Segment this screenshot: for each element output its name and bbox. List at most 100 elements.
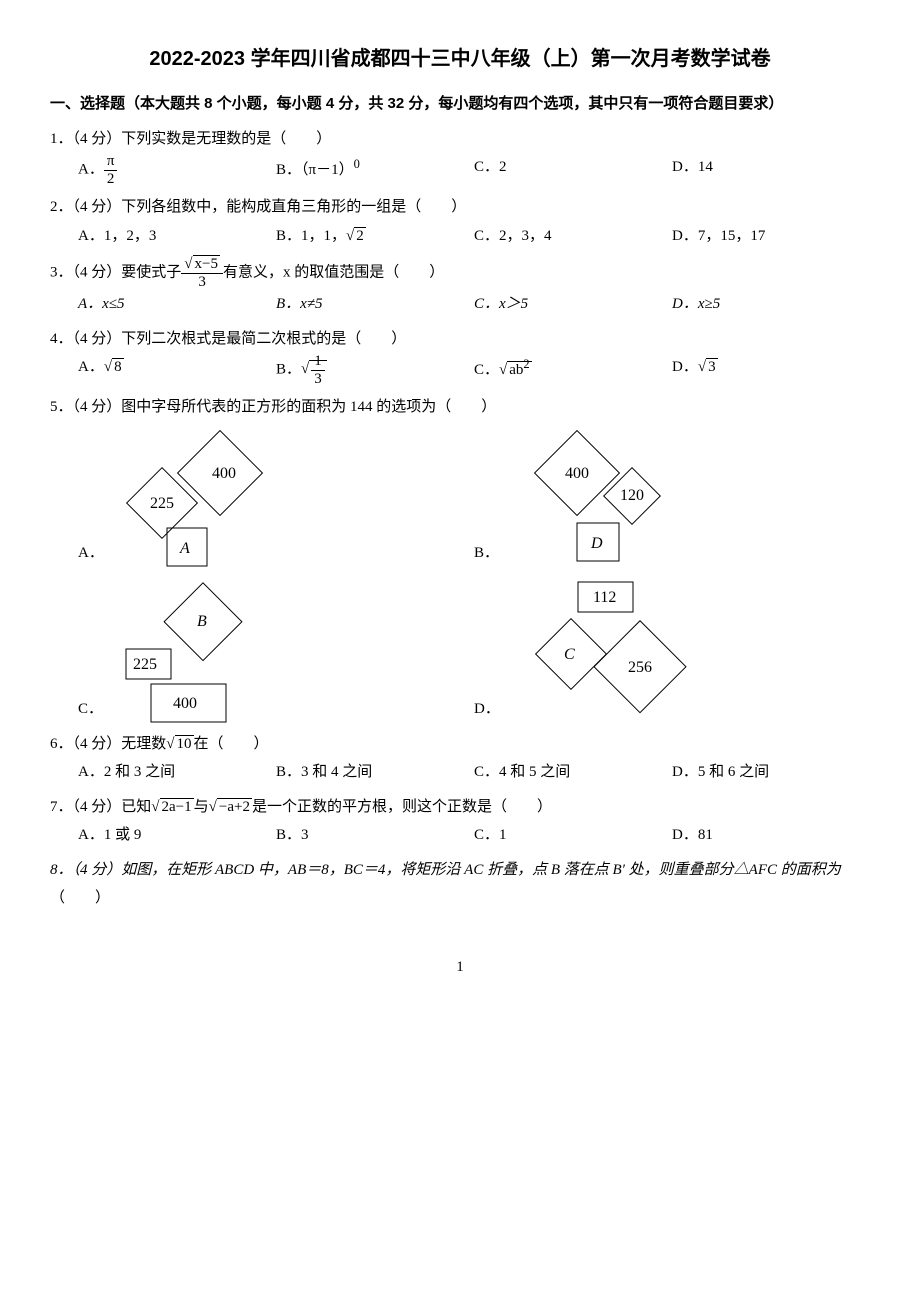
question-5: 5．（4 分）图中字母所代表的正方形的面积为 144 的选项为（ ） A． 40… [50, 393, 870, 724]
blank-paren: （ ） [50, 890, 110, 906]
q5d-right-label: 256 [628, 659, 652, 676]
q5-cell-c: C． B 225 400 [78, 574, 474, 724]
q5-cell-b: B． 400 120 D [474, 428, 870, 568]
q4-b-num: 1 [311, 353, 325, 371]
q4-c-sup: 2 [523, 357, 529, 371]
q4-b-den: 3 [311, 371, 325, 388]
q2-option-c: C．2，3，4 [474, 222, 672, 251]
q3-option-d: D．x≥5 [672, 290, 870, 319]
q6-options: A．2 和 3 之间 B．3 和 4 之间 C．4 和 5 之间 D．5 和 6… [78, 758, 870, 787]
q4-option-a: A．8 [78, 353, 276, 387]
q3-stem-pre: 3．（4 分）要使式子 [50, 264, 181, 280]
q3-option-c: C．x＞5 [474, 290, 672, 319]
q6-stem-post: 在 [194, 736, 209, 752]
q5-label-c: C． [78, 695, 103, 724]
q5d-top-label: 112 [593, 589, 616, 606]
question-3: 3．（4 分）要使式子x−53有意义，x 的取值范围是（ ） A．x≤5 B．x… [50, 256, 870, 319]
q3-option-b: B．x≠5 [276, 290, 474, 319]
q1-b-text: B．（π－1） [276, 162, 354, 178]
blank-paren: （ ） [436, 399, 496, 415]
q1-stem-text: 1．（4 分）下列实数是无理数的是 [50, 131, 271, 147]
q1-option-b: B．（π－1）0 [276, 153, 474, 187]
q5-row2: C． B 225 400 D． 112 C [78, 574, 870, 724]
q7-option-c: C．1 [474, 821, 672, 850]
q3-stem: 3．（4 分）要使式子x−53有意义，x 的取值范围是（ ） [50, 256, 870, 290]
question-6: 6．（4 分）无理数 10在（ ） A．2 和 3 之间 B．3 和 4 之间 C… [50, 730, 870, 787]
q1-option-d: D．14 [672, 153, 870, 187]
q1-option-a: A．π2 [78, 153, 276, 187]
q6-option-a: A．2 和 3 之间 [78, 758, 276, 787]
q2-b-rad: 2 [354, 227, 366, 244]
q6-stem: 6．（4 分）无理数 10在（ ） [50, 730, 870, 759]
q1-a-den: 2 [104, 171, 118, 188]
q5a-top-label: 400 [212, 465, 236, 482]
q6-option-b: B．3 和 4 之间 [276, 758, 474, 787]
q6-option-d: D．5 和 6 之间 [672, 758, 870, 787]
q5a-left-label: 225 [150, 495, 174, 512]
q4-stem-text: 4．（4 分）下列二次根式是最简二次根式的是 [50, 331, 346, 347]
question-2: 2．（4 分）下列各组数中，能构成直角三角形的一组是（ ） A．1，2，3 B．… [50, 193, 870, 250]
q5-row1: A． 400 225 A B． 400 1 [78, 428, 870, 568]
question-1: 1．（4 分）下列实数是无理数的是（ ） A．π2 B．（π－1）0 C．2 D… [50, 125, 870, 188]
q2-stem-text: 2．（4 分）下列各组数中，能构成直角三角形的一组是 [50, 199, 406, 215]
blank-paren: （ ） [209, 736, 269, 752]
q5-figure-c: B 225 400 [111, 574, 281, 724]
q5-stem: 5．（4 分）图中字母所代表的正方形的面积为 144 的选项为（ ） [50, 393, 870, 422]
q8-stem-text: 8．（4 分）如图，在矩形 ABCD 中，AB＝8，BC＝4，将矩形沿 AC 折… [50, 862, 841, 878]
q2-options: A．1，2，3 B．1，1，2 C．2，3，4 D．7，15，17 [78, 222, 870, 251]
q7-stem: 7．（4 分）已知2a−1与−a+2是一个正数的平方根，则这个正数是（ ） [50, 793, 870, 822]
q4-a-rad: 8 [112, 358, 124, 375]
q4-option-d: D．3 [672, 353, 870, 387]
q2-option-b: B．1，1，2 [276, 222, 474, 251]
q1-option-c: C．2 [474, 153, 672, 187]
q7-rad1: 2a−1 [160, 798, 194, 815]
q5c-bottom-label: 400 [173, 695, 197, 712]
blank-paren: （ ） [271, 131, 331, 147]
question-8: 8．（4 分）如图，在矩形 ABCD 中，AB＝8，BC＝4，将矩形沿 AC 折… [50, 856, 870, 913]
q4-stem: 4．（4 分）下列二次根式是最简二次根式的是（ ） [50, 325, 870, 354]
q4-option-c: C．ab2 [474, 353, 672, 387]
question-4: 4．（4 分）下列二次根式是最简二次根式的是（ ） A．8 B．13 C．ab2… [50, 325, 870, 388]
q3-option-a: A．x≤5 [78, 290, 276, 319]
q7-option-b: B．3 [276, 821, 474, 850]
q2-option-a: A．1，2，3 [78, 222, 276, 251]
q5d-mid-label: C [564, 646, 575, 663]
q7-stem-post: 是一个正数的平方根，则这个正数是 [252, 799, 492, 815]
blank-paren: （ ） [406, 199, 466, 215]
question-7: 7．（4 分）已知2a−1与−a+2是一个正数的平方根，则这个正数是（ ） A．… [50, 793, 870, 850]
q5b-right-label: 120 [620, 487, 644, 504]
q7-option-a: A．1 或 9 [78, 821, 276, 850]
blank-paren: （ ） [384, 264, 444, 280]
blank-paren: （ ） [492, 799, 552, 815]
q1-b-sup: 0 [354, 157, 360, 171]
page-number: 1 [50, 953, 870, 982]
q1-stem: 1．（4 分）下列实数是无理数的是（ ） [50, 125, 870, 154]
q5c-mid-label: B [197, 613, 207, 630]
q8-stem: 8．（4 分）如图，在矩形 ABCD 中，AB＝8，BC＝4，将矩形沿 AC 折… [50, 856, 870, 913]
q6-rad: 10 [175, 735, 194, 752]
q2-stem: 2．（4 分）下列各组数中，能构成直角三角形的一组是（ ） [50, 193, 870, 222]
blank-paren: （ ） [346, 331, 406, 347]
q4-option-b: B．13 [276, 353, 474, 387]
q5-stem-text: 5．（4 分）图中字母所代表的正方形的面积为 144 的选项为 [50, 399, 436, 415]
q7-stem-pre: 7．（4 分）已知 [50, 799, 151, 815]
q7-rad2: −a+2 [217, 798, 252, 815]
q1-options: A．π2 B．（π－1）0 C．2 D．14 [78, 153, 870, 187]
q5-cell-d: D． 112 C 256 [474, 574, 870, 724]
section-heading: 一、选择题（本大题共 8 个小题，每小题 4 分，共 32 分，每小题均有四个选… [50, 90, 870, 119]
q6-stem-pre: 6．（4 分）无理数 [50, 736, 166, 752]
page-title: 2022-2023 学年四川省成都四十三中八年级（上）第一次月考数学试卷 [50, 40, 870, 78]
q7-option-d: D．81 [672, 821, 870, 850]
q4-options: A．8 B．13 C．ab2 D．3 [78, 353, 870, 387]
q5-label-d: D． [474, 695, 500, 724]
q5c-left-label: 225 [133, 656, 157, 673]
q5b-bottom-label: D [590, 535, 603, 552]
q5a-bottom-label: A [179, 540, 190, 557]
q3-options: A．x≤5 B．x≠5 C．x＞5 D．x≥5 [78, 290, 870, 319]
q5b-top-label: 400 [565, 465, 589, 482]
q5-figure-d: 112 C 256 [508, 574, 698, 724]
q5-figure-a: 400 225 A [112, 428, 282, 568]
q2-option-d: D．7，15，17 [672, 222, 870, 251]
q4-c-rad: ab [509, 362, 523, 378]
q5-figure-b: 400 120 D [507, 428, 677, 568]
